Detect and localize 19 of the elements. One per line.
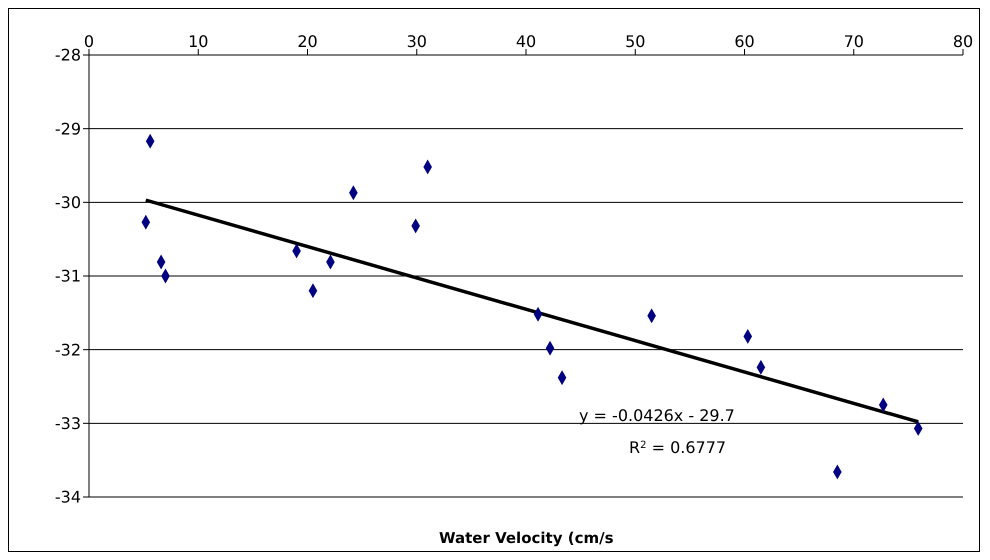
x-tick-label: 50 (625, 32, 646, 51)
x-tick-label: 60 (734, 32, 755, 51)
y-tick-label: -31 (54, 266, 81, 286)
y-tick-label: -33 (54, 414, 81, 434)
x-tick-label: 20 (297, 32, 318, 51)
x-tick-label: 40 (516, 32, 536, 51)
y-tick-label: -29 (54, 119, 81, 138)
y-tick-label: -30 (54, 193, 81, 212)
y-tick-label: -32 (54, 340, 81, 360)
x-tick-label: 70 (844, 32, 864, 51)
x-axis-title: Water Velocity (cm/s (439, 529, 614, 547)
y-tick-label: -34 (54, 488, 81, 507)
annotation: R$^{2}$ = 0.6777 (629, 438, 726, 457)
x-tick-label: 0 (84, 32, 94, 51)
x-tick-label: 80 (952, 32, 974, 51)
y-tick-label: -28 (54, 46, 81, 65)
x-tick-label: 30 (406, 32, 427, 51)
annotation: y = -0.0426x - 29.7 (579, 406, 735, 425)
x-tick-label: 10 (188, 32, 208, 51)
